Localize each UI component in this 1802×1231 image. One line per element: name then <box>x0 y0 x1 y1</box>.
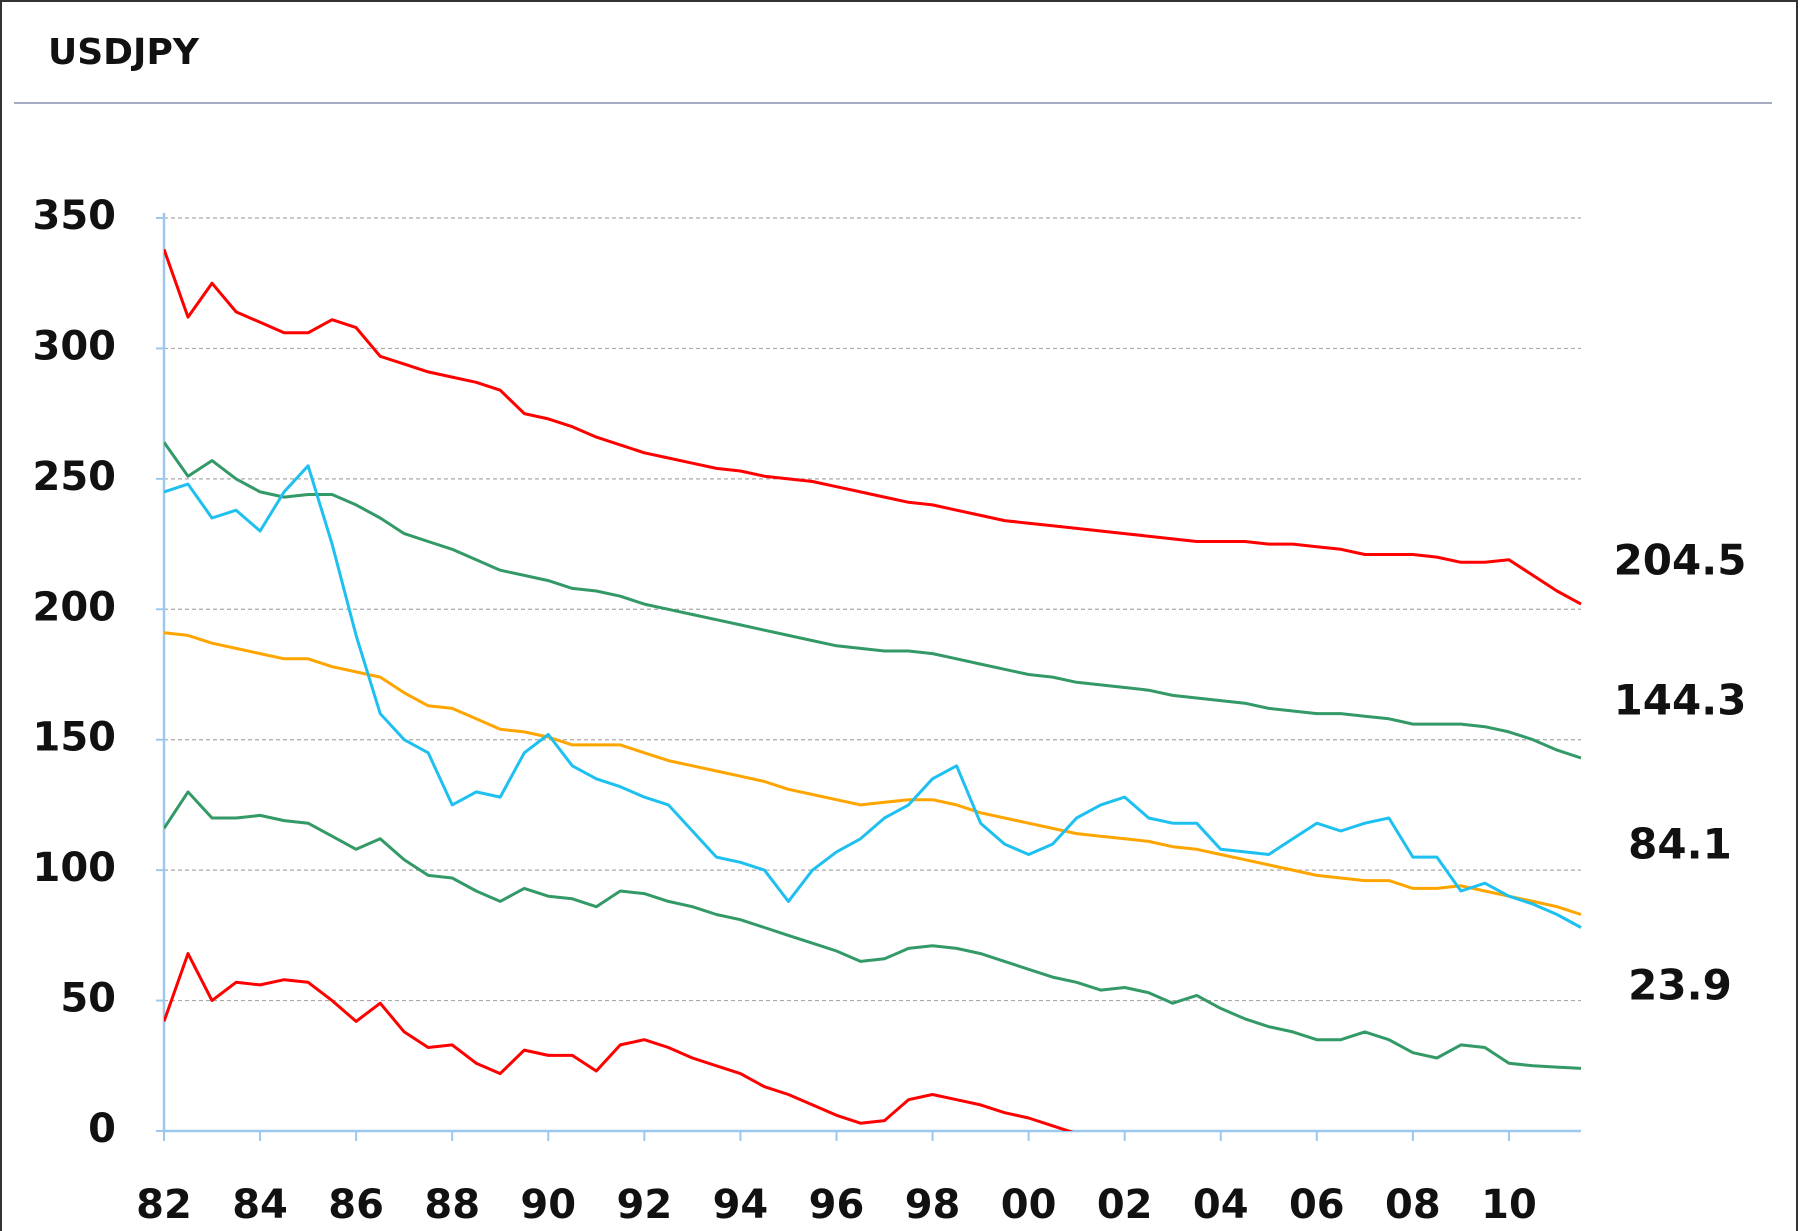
series-line <box>164 248 1582 606</box>
y-tick-label: 200 <box>33 584 117 630</box>
series-line <box>164 631 1582 916</box>
series-line <box>164 790 1582 1070</box>
x-tick-label: 90 <box>520 1182 576 1228</box>
end-label: 23.9 <box>1628 961 1732 1010</box>
plot-area <box>164 248 1582 1131</box>
x-tick-label: 98 <box>905 1182 961 1228</box>
end-label: 144.3 <box>1614 676 1747 725</box>
x-tick-label: 02 <box>1097 1182 1153 1228</box>
x-tick-label: 84 <box>232 1182 288 1228</box>
y-tick-label: 100 <box>33 845 117 891</box>
series-line <box>164 464 1582 929</box>
x-tick-label: 86 <box>328 1182 384 1228</box>
chart-title: USDJPY <box>48 32 200 73</box>
y-tick-label: 0 <box>88 1106 116 1152</box>
x-tick-label: 10 <box>1481 1182 1537 1228</box>
y-tick-label: 50 <box>60 976 116 1022</box>
x-tick-label: 82 <box>136 1182 192 1228</box>
x-tick-label: 88 <box>424 1182 480 1228</box>
x-tick-label: 92 <box>617 1182 673 1228</box>
series-line <box>164 952 1074 1131</box>
y-tick-label: 350 <box>33 193 117 239</box>
x-tick-label: 04 <box>1193 1182 1249 1228</box>
x-tick-label: 00 <box>1001 1182 1057 1228</box>
y-tick-label: 250 <box>33 454 117 500</box>
x-tick-label: 94 <box>713 1182 769 1228</box>
series-line <box>164 441 1582 760</box>
x-tick-label: 06 <box>1289 1182 1345 1228</box>
end-label: 204.5 <box>1614 536 1747 585</box>
end-label: 84.1 <box>1628 820 1732 869</box>
x-tick-label: 08 <box>1385 1182 1441 1228</box>
y-tick-label: 300 <box>33 323 117 369</box>
y-tick-label: 150 <box>33 715 117 761</box>
x-tick-label: 96 <box>809 1182 865 1228</box>
